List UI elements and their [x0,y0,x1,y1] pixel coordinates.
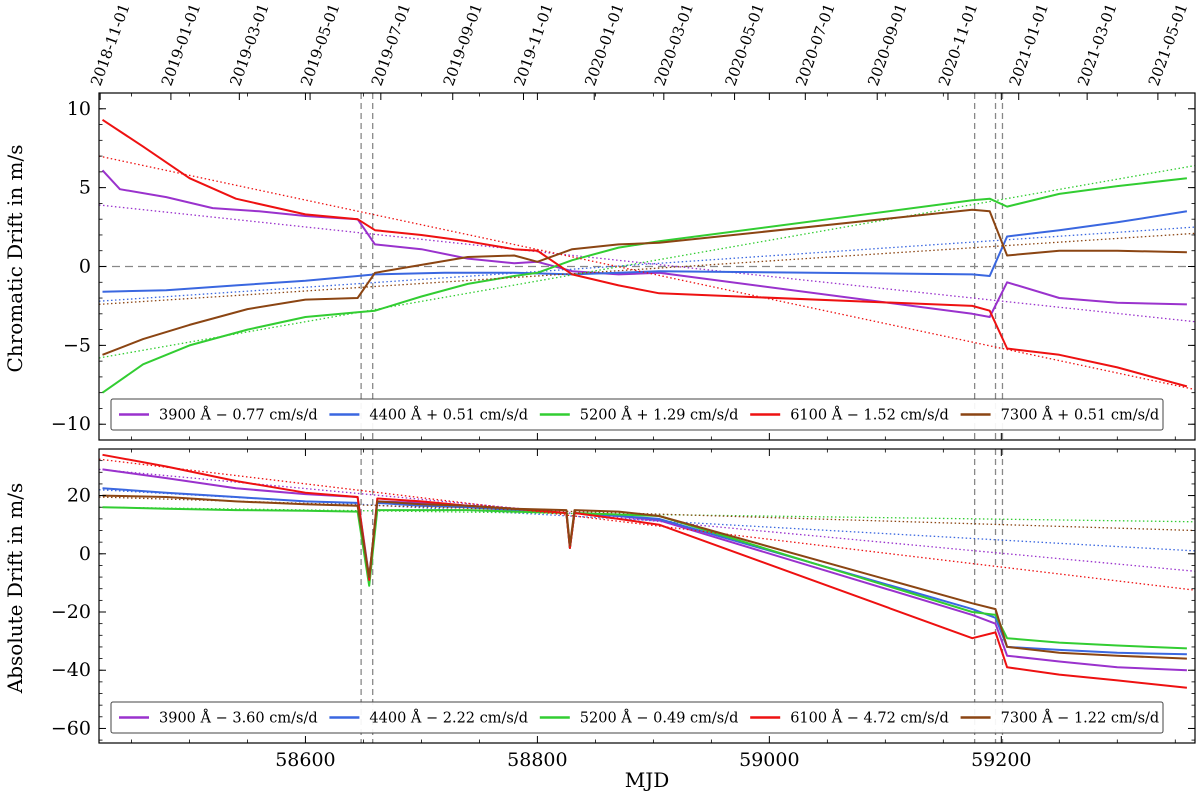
absolute-drift-panel: −60 −40 −20 0 20 58600 58800 59000 59200 Absolut… [3,448,1196,792]
date-tick-label: 2020-11-01 [935,1,981,88]
date-tick-label: 2019-11-01 [510,1,556,88]
date-tick-label: 2021-01-01 [1006,1,1052,88]
date-tick-label: 2019-01-01 [158,1,204,88]
series-line [102,453,1188,689]
y-tick-label: −20 [51,601,91,623]
x-tick-label: 58600 [275,749,335,771]
series-line [102,506,1187,650]
date-tick-label: 2020-07-01 [792,1,838,88]
series-line [102,494,1187,660]
bottom-legend: 3900 Å − 3.60 cm/s/d 4400 Å − 2.22 cm/s/d… [110,701,1164,734]
legend-entry: 3900 Å − 3.60 cm/s/d [159,709,318,727]
y-tick-label: −40 [51,659,91,681]
y-tick-label: 20 [67,485,91,507]
legend-entry: 7300 Å + 0.51 cm/s/d [1001,406,1160,424]
date-tick-label: 2021-03-01 [1074,1,1120,88]
series-line [102,208,1187,356]
trend-line [99,458,1195,591]
date-tick-label: 2019-05-01 [297,1,343,88]
x-axis-label: MJD [625,768,670,792]
x-tick-label: 58800 [507,749,567,771]
bottom-plot-frame [98,448,1196,744]
y-tick-label: 10 [67,98,91,120]
date-tick-label: 2020-01-01 [581,1,627,88]
y-tick-label: −60 [51,717,91,739]
date-tick-label: 2020-05-01 [721,1,767,88]
trend-line [99,489,1195,552]
y-tick-label: −5 [63,334,91,356]
legend-entry: 6100 Å − 4.72 cm/s/d [790,709,949,727]
legend-entry: 4400 Å − 2.22 cm/s/d [369,709,528,727]
series-line [101,118,1188,388]
date-tick-label: 2019-07-01 [368,1,414,88]
top-legend: 3900 Å − 0.77 cm/s/d 4400 Å + 0.51 cm/s/d… [110,398,1164,431]
date-tick-label: 2020-09-01 [864,1,910,88]
legend-box [110,701,1164,734]
legend-entry: 4400 Å + 0.51 cm/s/d [369,406,528,424]
date-tick-label: 2021-05-01 [1145,1,1191,88]
date-tick-label: 2018-11-01 [87,1,133,88]
y-tick-label: 5 [79,177,91,199]
series-line [101,169,1187,318]
legend-entry: 3900 Å − 0.77 cm/s/d [159,406,318,424]
date-tick-label: 2019-09-01 [440,1,486,88]
legend-box [110,398,1164,431]
trend-line [99,155,1195,391]
series-line [102,487,1187,656]
x-tick-label: 59000 [739,749,799,771]
trend-line [99,468,1195,572]
series-line [101,177,1188,394]
trend-line [99,164,1195,359]
date-axis: 2018-11-01 2019-01-01 2019-03-01 2019-05-01… [87,1,1191,100]
trend-line [99,204,1195,323]
bottom-y-axis-label: Absolute Drift in m/s [3,483,27,694]
legend-entry: 7300 Å − 1.22 cm/s/d [1001,709,1160,727]
y-tick-label: 0 [79,256,91,278]
y-tick-label: 0 [79,543,91,565]
legend-entry: 5200 Å − 0.49 cm/s/d [580,709,739,727]
trend-line [99,232,1195,306]
top-y-axis-label: Chromatic Drift in m/s [3,144,27,372]
date-tick-label: 2019-03-01 [226,1,272,88]
trend-line [99,226,1195,302]
chromatic-drift-panel: −10 −5 0 5 10 Chromatic Drift in m/s 3900 Å … [3,92,1196,441]
legend-entry: 6100 Å − 1.52 cm/s/d [790,406,949,424]
x-tick-label: 59200 [971,749,1031,771]
date-tick-label: 2020-03-01 [651,1,697,88]
y-tick-label: −10 [51,413,91,435]
legend-entry: 5200 Å + 1.29 cm/s/d [580,406,739,424]
series-line [102,210,1188,293]
